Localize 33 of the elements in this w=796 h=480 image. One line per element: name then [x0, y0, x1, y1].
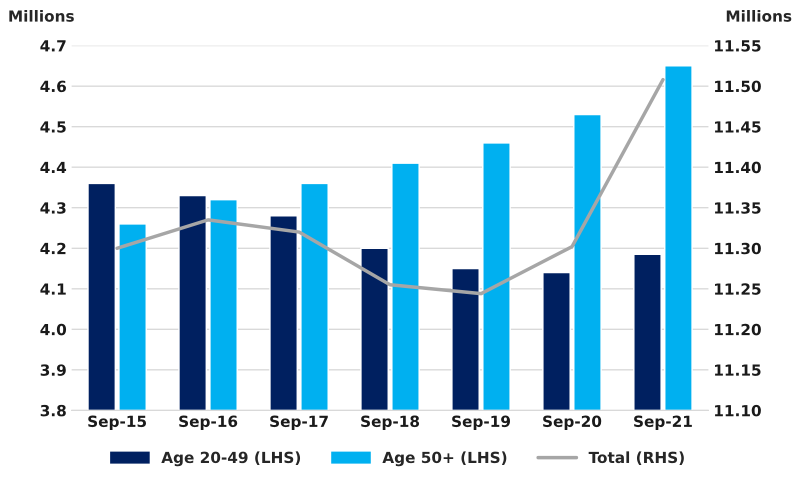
- y2-tick-label: 11.10: [715, 404, 761, 416]
- x-tick-label: Sep-17: [270, 416, 328, 430]
- y2-tick-label: 11.15: [715, 364, 761, 376]
- line-series: [115, 78, 665, 296]
- y2-axis-title: Millions: [726, 10, 792, 22]
- legend-label: Total (RHS): [588, 451, 684, 465]
- y-axis-title: Millions: [9, 10, 74, 22]
- x-tick-label: Sep-18: [361, 416, 420, 430]
- y-tick-label: 4.6: [40, 80, 66, 92]
- x-tick-label: Sep-21: [634, 416, 692, 430]
- legend-label: Age 50+ (LHS): [382, 451, 506, 466]
- y-tick-label: 4.1: [40, 283, 66, 295]
- x-tick-label: Sep-16: [179, 416, 238, 430]
- y2-tick-label: 11.45: [715, 121, 761, 133]
- y-tick-label: 4.2: [40, 242, 66, 254]
- y2-tick-label: 11.20: [715, 324, 761, 336]
- x-tick-label: Sep-20: [543, 416, 602, 430]
- y2-tick-label: 11.40: [715, 162, 761, 174]
- legend-label: Age 20-49 (LHS): [161, 451, 300, 466]
- y2-tick-label: 11.30: [715, 242, 761, 254]
- y2-tick-label: 11.25: [715, 283, 761, 295]
- y2-tick-label: 11.50: [715, 80, 761, 92]
- y-tick-label: 4.0: [40, 324, 66, 336]
- y2-tick-label: 11.35: [715, 202, 761, 214]
- y-tick-label: 4.3: [40, 202, 66, 214]
- y-tick-label: 4.4: [40, 162, 66, 174]
- x-tick-label: Sep-19: [452, 416, 510, 430]
- y-tick-label: 3.9: [40, 364, 66, 376]
- y2-tick-label: 11.55: [715, 40, 761, 52]
- x-tick-label: Sep-15: [88, 416, 146, 430]
- y-tick-label: 4.7: [40, 40, 66, 52]
- y-tick-label: 4.5: [40, 121, 66, 133]
- y-tick-label: 3.8: [40, 404, 66, 416]
